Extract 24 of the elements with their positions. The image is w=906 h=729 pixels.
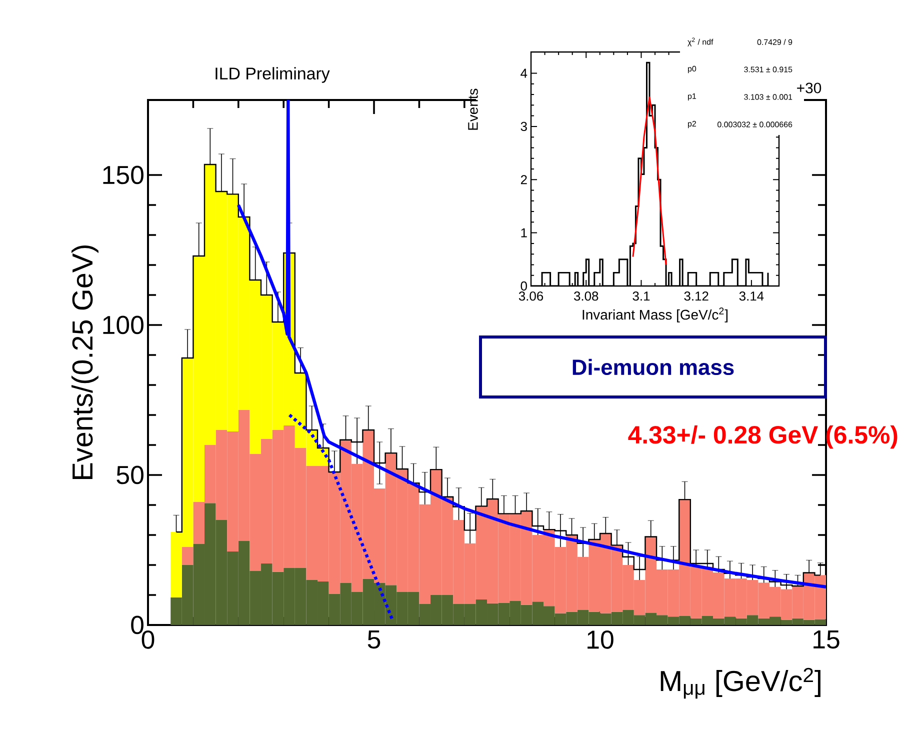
x-axis-title: M$_{μμ}$ [GeV/c$^{2}$] (660, 668, 820, 699)
x-tick-label: 3.08 (574, 292, 598, 301)
x-tick-label: 3.12 (684, 292, 708, 301)
x-tick-label: 3.1 (632, 292, 650, 301)
x-tick-label: 3.06 (518, 292, 544, 301)
y-tick-label: 150 (103, 166, 144, 184)
y-axis-title: Events (468, 88, 478, 130)
x-tick-label: 15 (814, 630, 840, 649)
annotation: Di-emuon mass (572, 358, 734, 376)
y-tick-label: 0 (131, 616, 144, 634)
x-tick-label: 5 (368, 630, 380, 649)
y-axis-title: Events/(0.25 GeV) (72, 245, 98, 479)
x-tick-label: 3.14 (739, 292, 764, 301)
text: ILD Preliminary (216, 67, 330, 83)
y-tick-label: 2 (520, 175, 527, 184)
y-tick-label: 0 (520, 281, 527, 291)
x-axis-title: Invariant Mass [GeV/c$^{2}$] (582, 308, 728, 322)
x-tick-label: 10 (588, 630, 614, 649)
text: +30 (797, 82, 822, 94)
y-tick-label: 4 (520, 68, 528, 78)
y-tick-label: 100 (103, 316, 144, 334)
y-tick-label: 3 (520, 122, 527, 132)
y-tick-label: 1 (521, 228, 527, 238)
y-tick-label: 50 (116, 466, 144, 484)
